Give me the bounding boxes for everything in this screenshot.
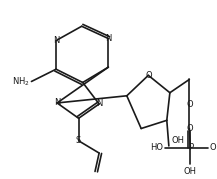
Text: O: O (186, 100, 193, 110)
Text: N: N (54, 98, 60, 107)
Text: O: O (186, 124, 193, 133)
Text: HO: HO (150, 143, 163, 153)
Text: O: O (145, 71, 152, 80)
Text: P: P (188, 143, 193, 153)
Text: S: S (76, 136, 81, 145)
Text: N: N (96, 100, 102, 108)
Text: N: N (53, 36, 59, 45)
Text: OH: OH (184, 167, 197, 176)
Text: N: N (105, 34, 112, 43)
Text: OH: OH (172, 136, 185, 145)
Text: NH$_2$: NH$_2$ (12, 75, 29, 88)
Text: O: O (210, 143, 217, 153)
